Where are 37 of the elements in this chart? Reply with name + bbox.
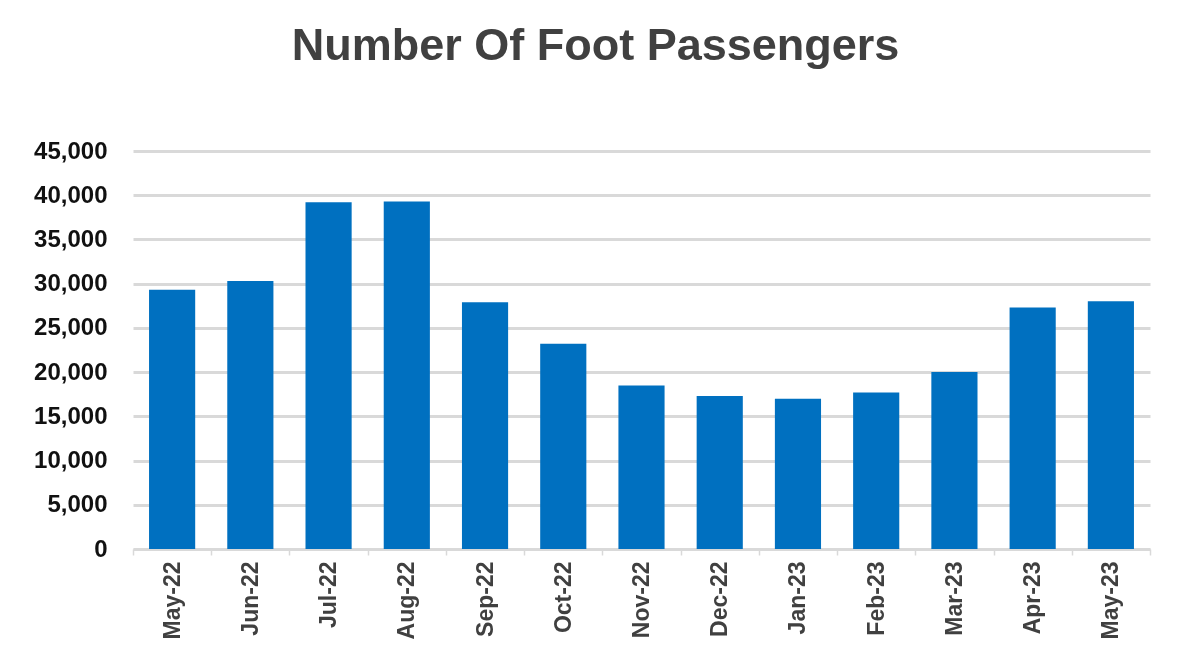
x-tick-label: Nov-22 — [628, 561, 654, 639]
y-tick-label: 15,000 — [34, 401, 108, 429]
x-tick-label: Dec-22 — [706, 561, 733, 637]
y-tick-label: 10,000 — [34, 446, 108, 474]
x-tick-label: Aug-22 — [393, 561, 420, 640]
bar — [1009, 307, 1056, 549]
x-tick-label: Oct-22 — [549, 561, 576, 634]
y-tick-label: 5,000 — [47, 490, 108, 518]
chart-title: Number Of Foot Passengers — [291, 19, 900, 70]
bar — [305, 202, 352, 549]
bar — [149, 289, 196, 549]
y-tick-label: 25,000 — [34, 313, 108, 341]
x-tick-label: Feb-23 — [862, 561, 889, 636]
bar — [774, 398, 822, 549]
y-tick-label: 20,000 — [34, 357, 108, 385]
bar — [461, 302, 509, 549]
y-tick-label: 40,000 — [34, 180, 108, 208]
y-tick-label: 35,000 — [34, 224, 108, 252]
bar — [1087, 301, 1134, 549]
bar — [618, 385, 665, 549]
y-tick-label: 30,000 — [34, 269, 108, 297]
x-tick-label: Jan-23 — [784, 561, 811, 635]
x-tick-label: Apr-23 — [1019, 561, 1046, 635]
y-tick-label: 0 — [94, 534, 108, 562]
x-tick-label: May-22 — [158, 561, 185, 640]
bar — [696, 395, 743, 549]
bar — [227, 281, 274, 549]
x-tick-label: May-23 — [1097, 561, 1124, 640]
bar — [931, 372, 978, 549]
x-tick-label: Mar-23 — [940, 561, 967, 636]
y-tick-label: 45,000 — [34, 136, 108, 164]
x-tick-label: Sep-22 — [471, 561, 498, 637]
x-tick-label: Jun-22 — [236, 561, 263, 636]
bar — [540, 343, 587, 549]
x-tick-label: Jul-22 — [315, 561, 342, 628]
bar — [853, 392, 900, 549]
bar — [383, 201, 430, 549]
